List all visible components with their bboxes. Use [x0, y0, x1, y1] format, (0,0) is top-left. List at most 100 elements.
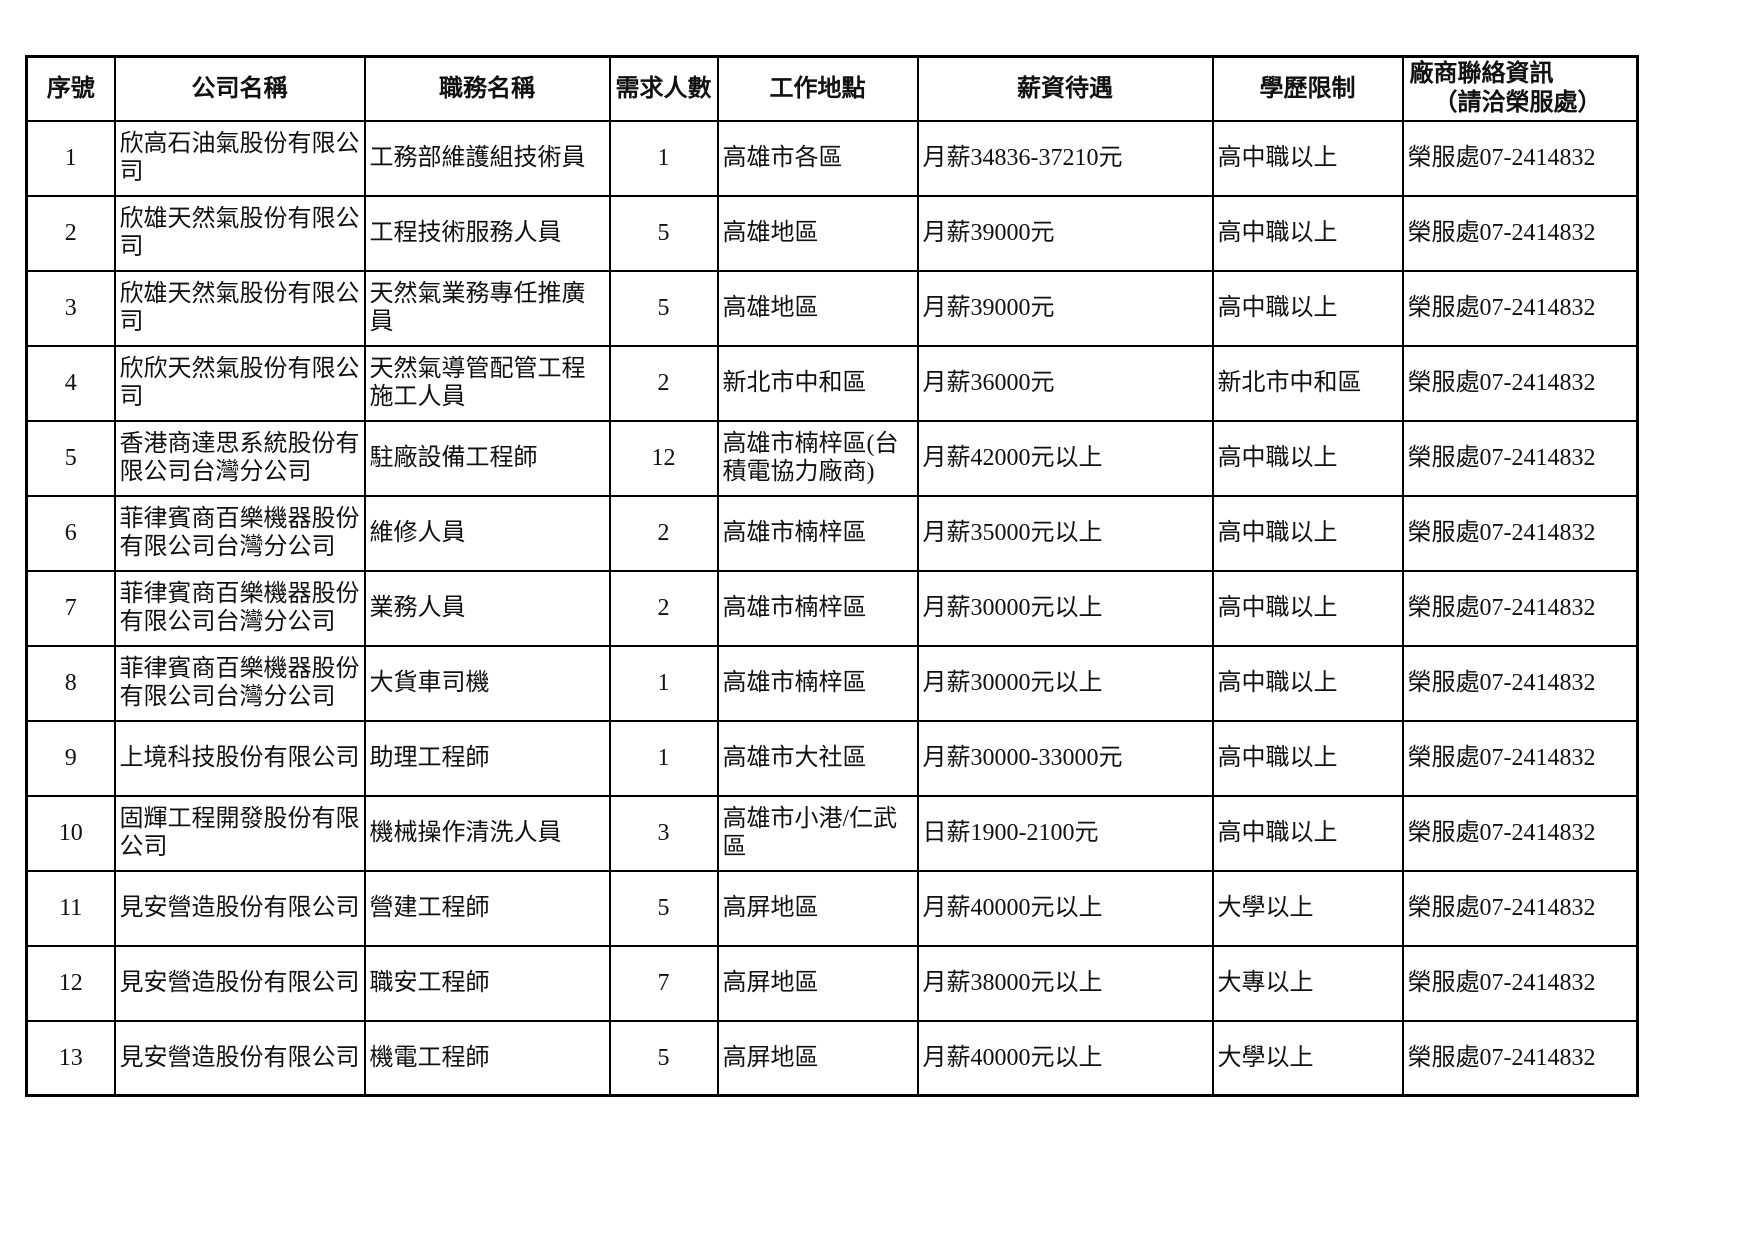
- cell-contact: 榮服處07-2414832: [1401, 794, 1639, 872]
- col-header-education: 學歷限制: [1211, 55, 1404, 122]
- cell-contact: 榮服處07-2414832: [1401, 344, 1639, 422]
- cell-count: 3: [608, 794, 719, 872]
- job-listings-table: 序號 公司名稱 職務名稱 需求人數 工作地點 薪資待遇 學歷限制 廠商聯絡資訊 …: [25, 55, 1639, 1097]
- cell-seq: 1: [25, 119, 116, 197]
- cell-contact: 榮服處07-2414832: [1401, 869, 1639, 947]
- table-row: 7 菲律賓商百樂機器股份有限公司台灣分公司 業務人員 2 高雄市楠梓區 月薪30…: [25, 569, 1639, 647]
- cell-location: 高屏地區: [716, 944, 919, 1022]
- cell-company: 香港商達思系統股份有限公司台灣分公司: [113, 419, 366, 497]
- cell-company: 上境科技股份有限公司: [113, 719, 366, 797]
- cell-salary: 月薪30000元以上: [916, 644, 1214, 722]
- cell-seq: 6: [25, 494, 116, 572]
- table-row: 6 菲律賓商百樂機器股份有限公司台灣分公司 維修人員 2 高雄市楠梓區 月薪35…: [25, 494, 1639, 572]
- cell-contact: 榮服處07-2414832: [1401, 569, 1639, 647]
- cell-seq: 8: [25, 644, 116, 722]
- cell-company: 欣雄天然氣股份有限公司: [113, 269, 366, 347]
- cell-count: 1: [608, 719, 719, 797]
- cell-location: 高雄地區: [716, 269, 919, 347]
- table-row: 10 固輝工程開發股份有限公司 機械操作清洗人員 3 高雄市小港/仁武區 日薪1…: [25, 794, 1639, 872]
- cell-seq: 2: [25, 194, 116, 272]
- cell-location: 高雄市楠梓區: [716, 644, 919, 722]
- cell-job: 維修人員: [363, 494, 611, 572]
- col-header-count: 需求人數: [608, 55, 719, 122]
- cell-job: 營建工程師: [363, 869, 611, 947]
- cell-company: 見安營造股份有限公司: [113, 944, 366, 1022]
- cell-location: 高雄市楠梓區: [716, 569, 919, 647]
- cell-company: 見安營造股份有限公司: [113, 1019, 366, 1097]
- cell-salary: 日薪1900-2100元: [916, 794, 1214, 872]
- cell-count: 2: [608, 344, 719, 422]
- cell-location: 新北市中和區: [716, 344, 919, 422]
- cell-salary: 月薪42000元以上: [916, 419, 1214, 497]
- header-row: 序號 公司名稱 職務名稱 需求人數 工作地點 薪資待遇 學歷限制 廠商聯絡資訊 …: [25, 55, 1639, 122]
- cell-job: 機電工程師: [363, 1019, 611, 1097]
- cell-job: 天然氣業務專任推廣員: [363, 269, 611, 347]
- contact-header-line1: 廠商聯絡資訊: [1409, 61, 1554, 88]
- cell-job: 機械操作清洗人員: [363, 794, 611, 872]
- cell-job: 天然氣導管配管工程施工人員: [363, 344, 611, 422]
- cell-contact: 榮服處07-2414832: [1401, 644, 1639, 722]
- cell-salary: 月薪35000元以上: [916, 494, 1214, 572]
- cell-company: 欣雄天然氣股份有限公司: [113, 194, 366, 272]
- cell-seq: 9: [25, 719, 116, 797]
- cell-education: 高中職以上: [1211, 119, 1404, 197]
- cell-job: 職安工程師: [363, 944, 611, 1022]
- cell-education: 高中職以上: [1211, 719, 1404, 797]
- table-row: 8 菲律賓商百樂機器股份有限公司台灣分公司 大貨車司機 1 高雄市楠梓區 月薪3…: [25, 644, 1639, 722]
- cell-seq: 3: [25, 269, 116, 347]
- col-header-seq: 序號: [25, 55, 116, 122]
- cell-company: 菲律賓商百樂機器股份有限公司台灣分公司: [113, 569, 366, 647]
- cell-location: 高雄市楠梓區: [716, 494, 919, 572]
- cell-education: 新北市中和區: [1211, 344, 1404, 422]
- cell-education: 高中職以上: [1211, 269, 1404, 347]
- contact-header-line2: （請洽榮服處）: [1433, 89, 1602, 116]
- cell-contact: 榮服處07-2414832: [1401, 419, 1639, 497]
- cell-education: 高中職以上: [1211, 794, 1404, 872]
- cell-job: 工程技術服務人員: [363, 194, 611, 272]
- cell-seq: 13: [25, 1019, 116, 1097]
- cell-count: 5: [608, 269, 719, 347]
- table-row: 13 見安營造股份有限公司 機電工程師 5 高屏地區 月薪40000元以上 大學…: [25, 1019, 1639, 1097]
- cell-count: 5: [608, 1019, 719, 1097]
- table-row: 12 見安營造股份有限公司 職安工程師 7 高屏地區 月薪38000元以上 大專…: [25, 944, 1639, 1022]
- cell-count: 2: [608, 569, 719, 647]
- cell-count: 5: [608, 194, 719, 272]
- cell-contact: 榮服處07-2414832: [1401, 1019, 1639, 1097]
- table-row: 3 欣雄天然氣股份有限公司 天然氣業務專任推廣員 5 高雄地區 月薪39000元…: [25, 269, 1639, 347]
- cell-education: 大學以上: [1211, 1019, 1404, 1097]
- cell-job: 大貨車司機: [363, 644, 611, 722]
- table-row: 5 香港商達思系統股份有限公司台灣分公司 駐廠設備工程師 12 高雄市楠梓區(台…: [25, 419, 1639, 497]
- cell-education: 大專以上: [1211, 944, 1404, 1022]
- table-row: 1 欣高石油氣股份有限公司 工務部維護組技術員 1 高雄市各區 月薪34836-…: [25, 119, 1639, 197]
- cell-seq: 5: [25, 419, 116, 497]
- cell-salary: 月薪39000元: [916, 269, 1214, 347]
- col-header-job: 職務名稱: [363, 55, 611, 122]
- cell-location: 高屏地區: [716, 869, 919, 947]
- cell-count: 1: [608, 644, 719, 722]
- cell-company: 欣欣天然氣股份有限公司: [113, 344, 366, 422]
- col-header-company: 公司名稱: [113, 55, 366, 122]
- cell-salary: 月薪36000元: [916, 344, 1214, 422]
- cell-location: 高屏地區: [716, 1019, 919, 1097]
- cell-location: 高雄市楠梓區(台積電協力廠商): [716, 419, 919, 497]
- cell-contact: 榮服處07-2414832: [1401, 194, 1639, 272]
- col-header-location: 工作地點: [716, 55, 919, 122]
- cell-education: 高中職以上: [1211, 644, 1404, 722]
- cell-location: 高雄市小港/仁武區: [716, 794, 919, 872]
- cell-seq: 11: [25, 869, 116, 947]
- cell-job: 駐廠設備工程師: [363, 419, 611, 497]
- cell-job: 助理工程師: [363, 719, 611, 797]
- cell-contact: 榮服處07-2414832: [1401, 944, 1639, 1022]
- cell-location: 高雄市各區: [716, 119, 919, 197]
- cell-seq: 10: [25, 794, 116, 872]
- cell-count: 12: [608, 419, 719, 497]
- col-header-salary: 薪資待遇: [916, 55, 1214, 122]
- cell-location: 高雄市大社區: [716, 719, 919, 797]
- cell-location: 高雄地區: [716, 194, 919, 272]
- cell-education: 高中職以上: [1211, 569, 1404, 647]
- cell-education: 高中職以上: [1211, 494, 1404, 572]
- cell-education: 大學以上: [1211, 869, 1404, 947]
- cell-count: 5: [608, 869, 719, 947]
- cell-education: 高中職以上: [1211, 194, 1404, 272]
